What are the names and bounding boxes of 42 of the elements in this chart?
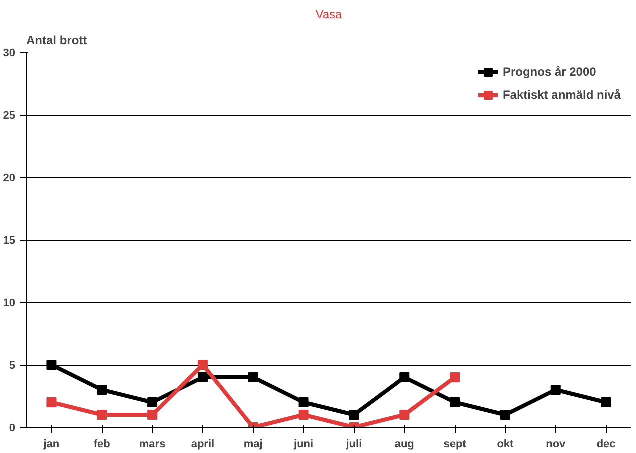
x-tick-label: feb xyxy=(94,438,111,450)
chart-title: Vasa xyxy=(316,8,343,22)
y-tick-label: 5 xyxy=(9,360,16,372)
x-tick-label: jan xyxy=(42,438,60,450)
point xyxy=(500,410,510,420)
y-tick-label: 15 xyxy=(3,235,16,247)
x-tick-label: mars xyxy=(139,438,166,450)
y-tick-label: 25 xyxy=(3,110,16,122)
x-tick-label: maj xyxy=(244,438,263,450)
y-tick-label: 20 xyxy=(3,172,16,184)
point xyxy=(97,410,108,420)
point xyxy=(46,398,57,408)
point xyxy=(400,410,410,420)
x-tick-label: juni xyxy=(293,438,314,450)
x-tick-label: juli xyxy=(345,438,362,450)
x-tick-label: nov xyxy=(546,438,567,450)
y-axis-title: Antal brott xyxy=(26,34,88,48)
y-tick-label: 30 xyxy=(3,48,16,60)
point xyxy=(601,398,612,408)
legend-label: Prognos år 2000 xyxy=(502,65,596,79)
legend-label: Faktiskt anmäld nivå xyxy=(502,88,621,102)
point xyxy=(349,410,360,420)
point xyxy=(198,360,208,370)
point xyxy=(148,410,158,420)
x-tick-label: dec xyxy=(596,438,616,450)
point xyxy=(298,410,309,420)
point xyxy=(248,372,258,382)
x-tick-label: april xyxy=(191,438,215,450)
point xyxy=(550,385,561,395)
point xyxy=(198,372,208,382)
y-tick-label: 10 xyxy=(3,298,16,310)
point xyxy=(400,372,410,382)
point xyxy=(450,372,460,382)
x-tick-label: aug xyxy=(394,438,414,450)
point xyxy=(97,385,108,395)
point xyxy=(46,360,57,370)
point xyxy=(450,398,460,408)
x-tick-label: sept xyxy=(444,438,467,450)
point xyxy=(298,398,309,408)
y-tick-label: 0 xyxy=(9,422,16,434)
x-tick-label: okt xyxy=(497,438,514,450)
point xyxy=(148,398,158,408)
